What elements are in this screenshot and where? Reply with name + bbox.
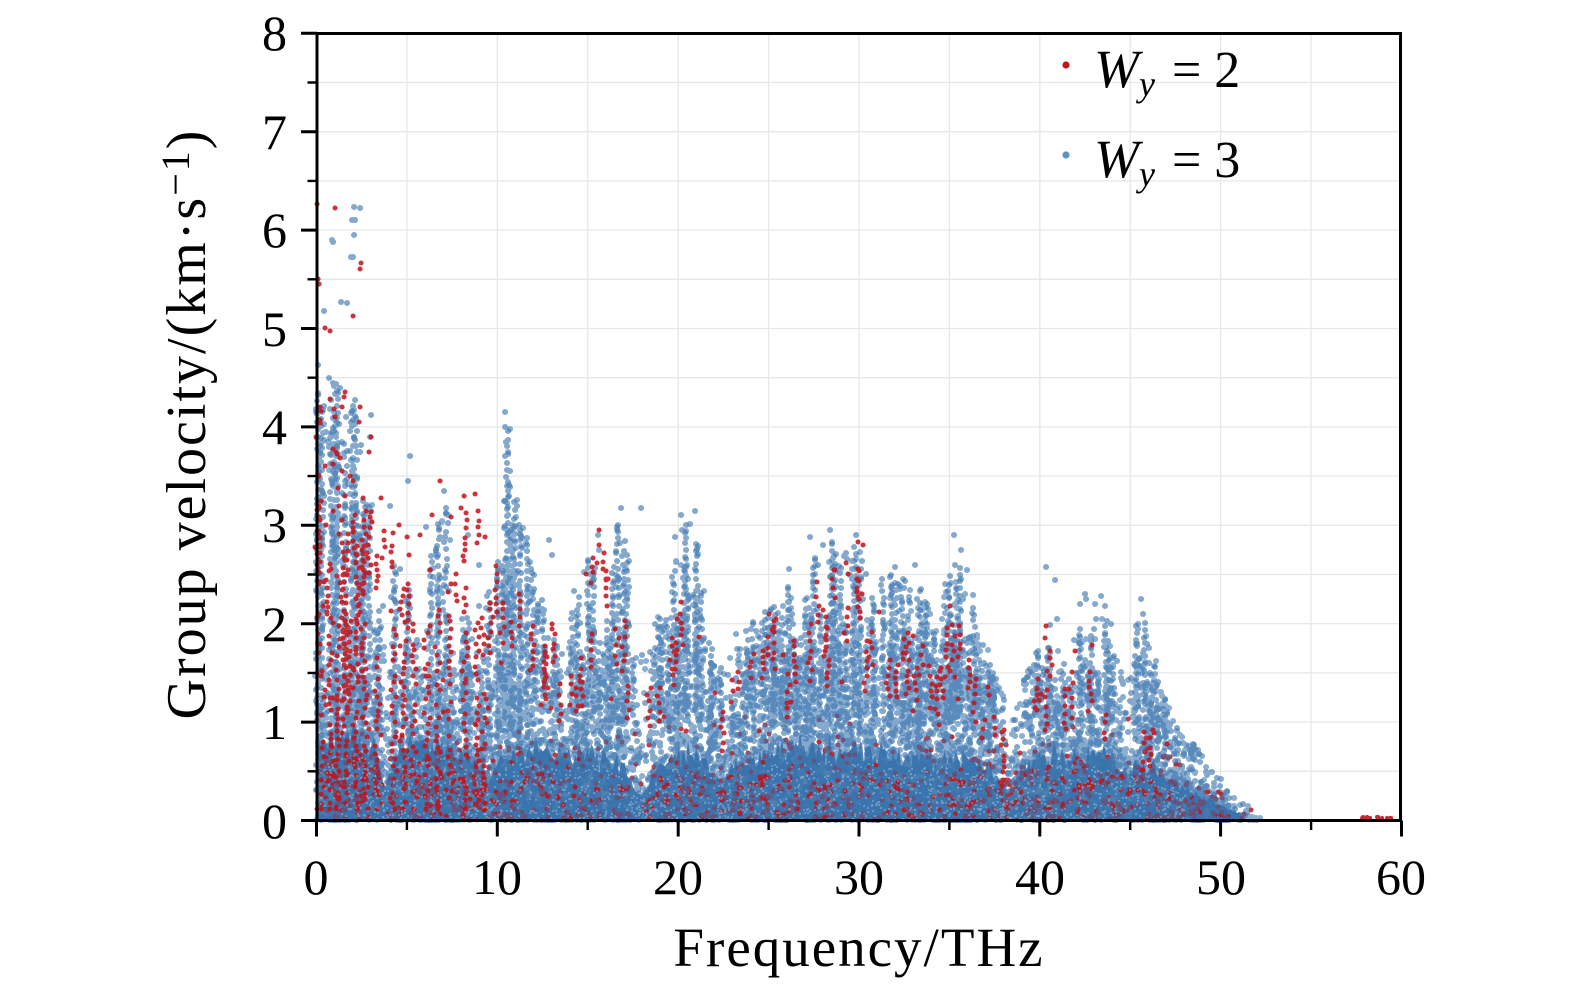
svg-text:0: 0 (304, 849, 329, 905)
svg-text:50: 50 (1196, 849, 1246, 905)
svg-text:4: 4 (262, 399, 287, 455)
svg-text:6: 6 (262, 202, 287, 258)
svg-text:30: 30 (834, 849, 884, 905)
svg-text:0: 0 (262, 793, 287, 849)
svg-text:Group velocity/(km·s−1): Group velocity/(km·s−1) (153, 129, 218, 720)
svg-text:8: 8 (262, 5, 287, 61)
svg-text:2: 2 (262, 596, 287, 652)
svg-text:7: 7 (262, 104, 287, 160)
svg-text:40: 40 (1015, 849, 1065, 905)
svg-text:Frequency/THz: Frequency/THz (673, 917, 1044, 978)
svg-text:Wy = 3: Wy = 3 (1094, 129, 1240, 194)
svg-text:Wy = 2: Wy = 2 (1094, 39, 1240, 104)
svg-text:60: 60 (1376, 849, 1426, 905)
svg-text:5: 5 (262, 301, 287, 357)
svg-text:10: 10 (472, 849, 522, 905)
svg-text:1: 1 (262, 694, 287, 750)
svg-text:20: 20 (653, 849, 703, 905)
svg-text:3: 3 (262, 497, 287, 553)
